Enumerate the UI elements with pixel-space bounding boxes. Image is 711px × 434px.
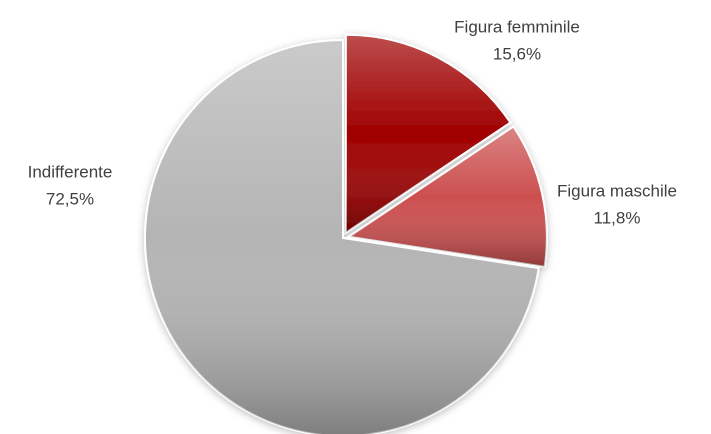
category-label: Figura maschile	[557, 181, 677, 200]
value-label: 72,5%	[46, 189, 94, 208]
value-label: 15,6%	[493, 44, 541, 63]
slice-shade	[345, 34, 511, 233]
slice-shade	[348, 126, 547, 267]
slice-shade	[145, 40, 539, 434]
category-label: Indifferente	[28, 162, 113, 181]
value-label: 11,8%	[594, 208, 641, 227]
category-label: Figura femminile	[454, 17, 580, 36]
pie	[144, 33, 548, 434]
